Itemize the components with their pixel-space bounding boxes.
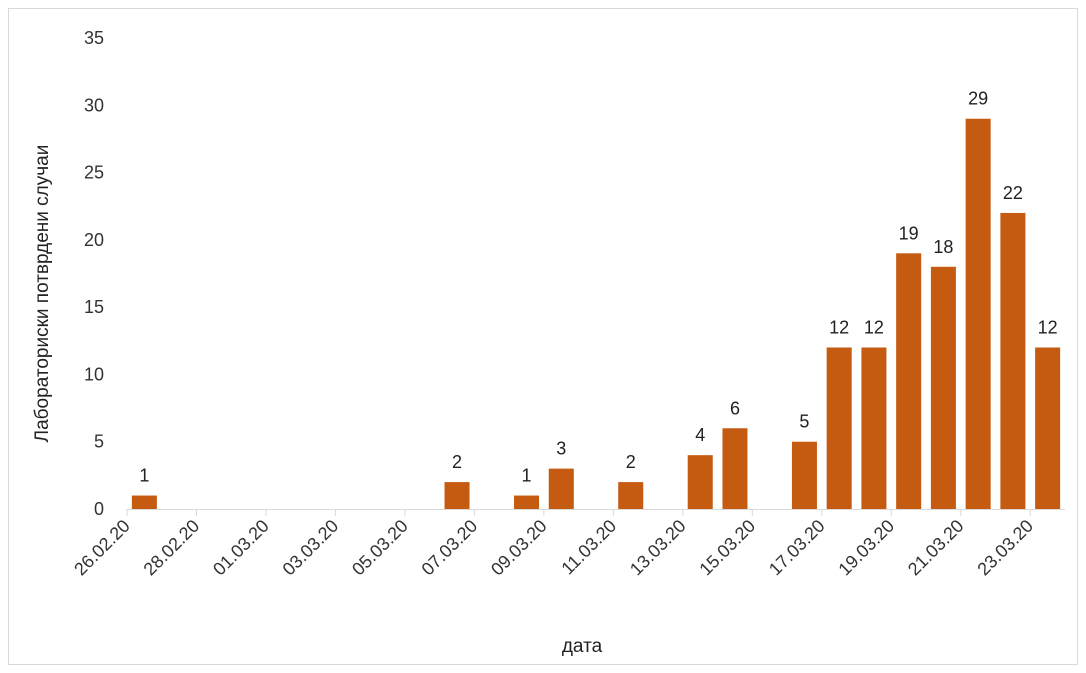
y-tick-label: 10 (84, 364, 104, 384)
y-axis-ticks: 0 5 10 15 20 25 30 35 (84, 28, 104, 519)
y-tick-label: 15 (84, 297, 104, 317)
bar (548, 468, 574, 509)
data-label: 19 (899, 223, 919, 243)
bar (1000, 212, 1026, 509)
x-axis-ticks: 26.02.20 28.02.20 01.03.20 03.03.20 05.03.20… (70, 509, 1037, 579)
y-tick-label: 25 (84, 163, 104, 183)
data-label: 3 (556, 439, 566, 459)
y-tick-label: 30 (84, 95, 104, 115)
bar (444, 482, 470, 509)
bar (514, 495, 540, 509)
bar (687, 455, 713, 509)
data-label: 2 (452, 452, 462, 472)
x-tick-label: 03.03.20 (279, 516, 343, 580)
x-axis-title: дата (562, 636, 603, 657)
data-label: 12 (829, 318, 849, 338)
bar (826, 347, 852, 509)
bar (1035, 347, 1061, 509)
x-tick-label: 13.03.20 (626, 516, 690, 580)
x-tick-label: 17.03.20 (765, 516, 829, 580)
data-label: 2 (626, 452, 636, 472)
x-tick-label: 05.03.20 (348, 516, 412, 580)
bar (722, 428, 748, 509)
data-label: 12 (1038, 318, 1058, 338)
x-tick-label: 15.03.20 (695, 516, 759, 580)
data-label: 12 (864, 318, 884, 338)
y-tick-label: 0 (94, 499, 104, 519)
y-tick-label: 5 (94, 432, 104, 452)
bar (930, 266, 956, 509)
bar (896, 253, 922, 509)
bar (861, 347, 887, 509)
bar (791, 441, 817, 509)
data-label: 6 (730, 398, 740, 418)
x-tick-label: 21.03.20 (904, 516, 968, 580)
x-tick-label: 23.03.20 (973, 516, 1037, 580)
bars (131, 118, 1061, 509)
y-tick-label: 20 (84, 230, 104, 250)
bar (131, 495, 157, 509)
y-tick-label: 35 (84, 28, 104, 48)
data-label: 18 (933, 237, 953, 257)
data-label: 1 (139, 466, 149, 486)
x-tick-label: 19.03.20 (834, 516, 898, 580)
y-axis-title: Лабораториски потврдени случаи (32, 145, 53, 443)
x-tick-label: 28.02.20 (140, 516, 204, 580)
bar (618, 482, 644, 509)
x-tick-label: 26.02.20 (70, 516, 134, 580)
x-tick-label: 07.03.20 (418, 516, 482, 580)
x-tick-label: 09.03.20 (487, 516, 551, 580)
data-label: 1 (522, 466, 532, 486)
data-label: 5 (799, 412, 809, 432)
data-label: 4 (695, 425, 705, 445)
x-tick-label: 01.03.20 (209, 516, 273, 580)
data-label: 22 (1003, 183, 1023, 203)
x-tick-label: 11.03.20 (557, 516, 620, 579)
bar (965, 118, 991, 509)
data-label: 29 (968, 89, 988, 109)
